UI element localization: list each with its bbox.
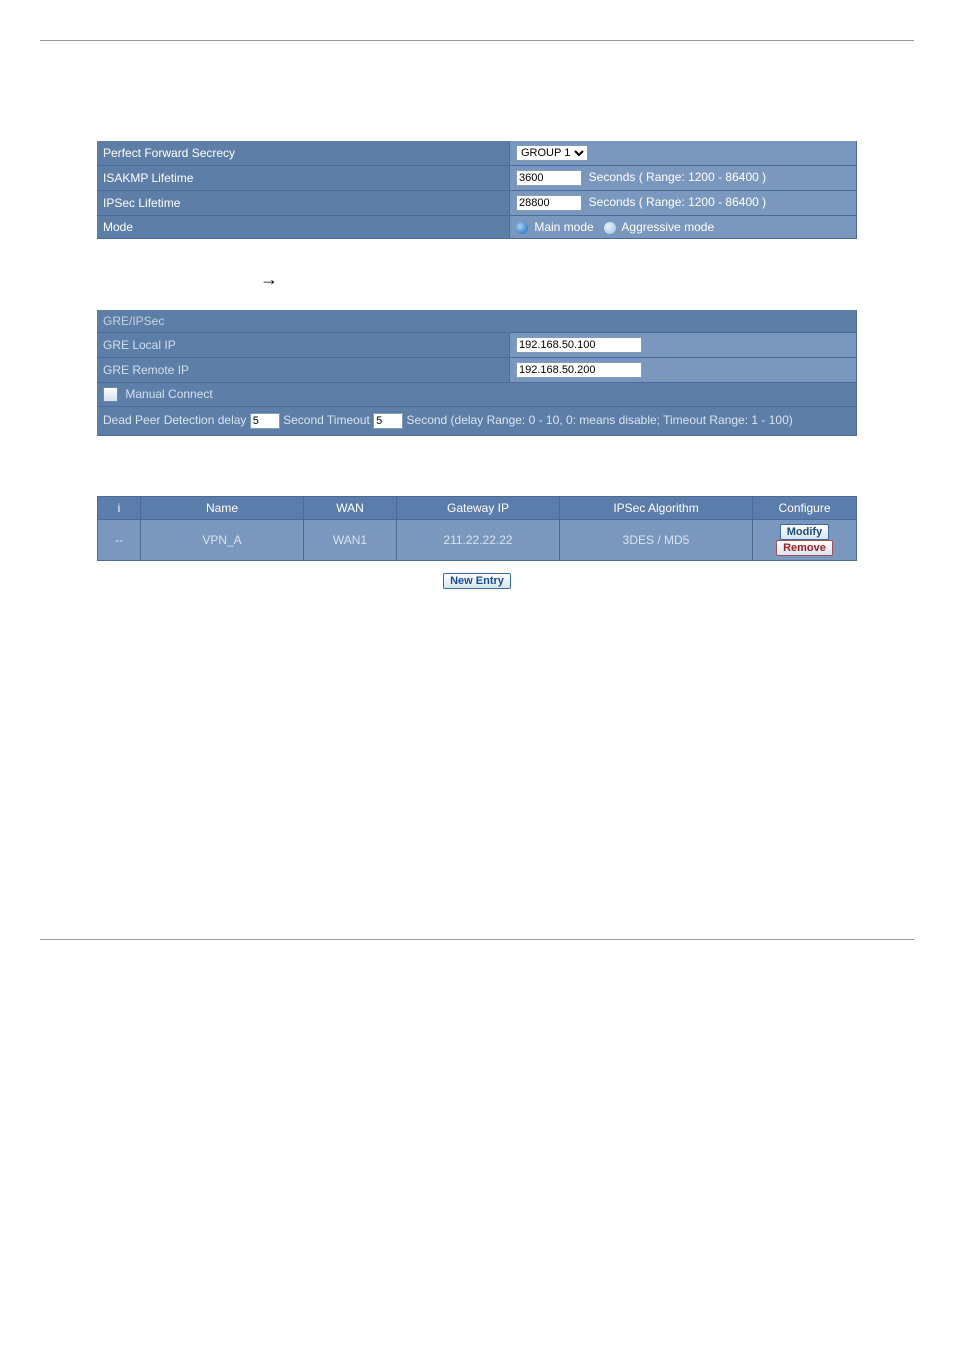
cell-gateway: 211.22.22.22 [397,519,560,560]
col-wan: WAN [304,496,397,519]
isakmp-row: ISAKMP Lifetime Seconds ( Range: 1200 - … [97,166,857,191]
pfs-value-cell: GROUP 1 [510,141,857,166]
cell-name: VPN_A [141,519,304,560]
modify-button[interactable]: Modify [780,524,829,540]
aggressive-mode-label: Aggressive mode [621,220,714,234]
main-mode-radio[interactable] [516,222,528,234]
ipsec-lifetime-label: IPSec Lifetime [97,191,510,216]
col-configure: Configure [753,496,857,519]
main-mode-label: Main mode [534,220,593,234]
ipsec-lifetime-row: IPSec Lifetime Seconds ( Range: 1200 - 8… [97,191,857,216]
mode-row: Mode Main mode Aggressive mode [97,216,857,239]
isakmp-label: ISAKMP Lifetime [97,166,510,191]
dpd-mid1: Second Timeout [283,413,370,427]
gre-table: GRE/IPSec GRE Local IP GRE Remote IP Man… [97,310,857,436]
page-bottom-rule [40,939,914,940]
cell-i: -- [98,519,141,560]
mode-value-cell: Main mode Aggressive mode [510,216,857,239]
manual-connect-checkbox[interactable] [103,387,118,402]
dpd-suffix: Second (delay Range: 0 - 10, 0: means di… [407,413,793,427]
manual-connect-row: Manual Connect [97,383,857,407]
col-name: Name [141,496,304,519]
col-i: i [98,496,141,519]
remove-button[interactable]: Remove [776,540,833,556]
ipsec-lifetime-suffix: Seconds ( Range: 1200 - 86400 ) [589,195,766,209]
isakmp-input[interactable] [516,170,582,186]
results-data-row: -- VPN_A WAN1 211.22.22.22 3DES / MD5 Mo… [98,519,857,560]
gre-local-ip-cell [510,333,857,358]
aggressive-mode-radio[interactable] [604,222,616,234]
pfs-row: Perfect Forward Secrecy GROUP 1 [97,141,857,166]
ipsec-config-table: Perfect Forward Secrecy GROUP 1 ISAKMP L… [97,141,857,239]
dpd-row: Dead Peer Detection delay Second Timeout… [97,407,857,435]
ipsec-lifetime-value-cell: Seconds ( Range: 1200 - 86400 ) [510,191,857,216]
dpd-delay-input[interactable] [250,413,280,429]
results-table: i Name WAN Gateway IP IPSec Algorithm Co… [97,496,857,561]
pfs-select[interactable]: GROUP 1 [516,145,588,161]
isakmp-suffix: Seconds ( Range: 1200 - 86400 ) [589,170,766,184]
isakmp-value-cell: Seconds ( Range: 1200 - 86400 ) [510,166,857,191]
gre-remote-ip-cell [510,358,857,383]
ipsec-lifetime-input[interactable] [516,195,582,211]
new-entry-wrap: New Entry [97,573,857,589]
results-header-row: i Name WAN Gateway IP IPSec Algorithm Co… [98,496,857,519]
dpd-timeout-input[interactable] [373,413,403,429]
gre-local-ip-input[interactable] [516,337,642,353]
gre-remote-ip-label: GRE Remote IP [97,358,510,383]
new-entry-button[interactable]: New Entry [443,573,511,589]
manual-connect-label: Manual Connect [125,387,212,401]
page-top-rule [40,40,914,41]
arrow-indicator: → [260,269,954,290]
cell-algo: 3DES / MD5 [560,519,753,560]
cell-configure: Modify Remove [753,519,857,560]
mode-label: Mode [97,216,510,239]
col-gateway: Gateway IP [397,496,560,519]
gre-remote-ip-input[interactable] [516,362,642,378]
gre-header: GRE/IPSec [97,310,857,333]
dpd-prefix: Dead Peer Detection delay [103,413,246,427]
pfs-label: Perfect Forward Secrecy [97,141,510,166]
cell-wan: WAN1 [304,519,397,560]
col-algo: IPSec Algorithm [560,496,753,519]
gre-local-ip-label: GRE Local IP [97,333,510,358]
